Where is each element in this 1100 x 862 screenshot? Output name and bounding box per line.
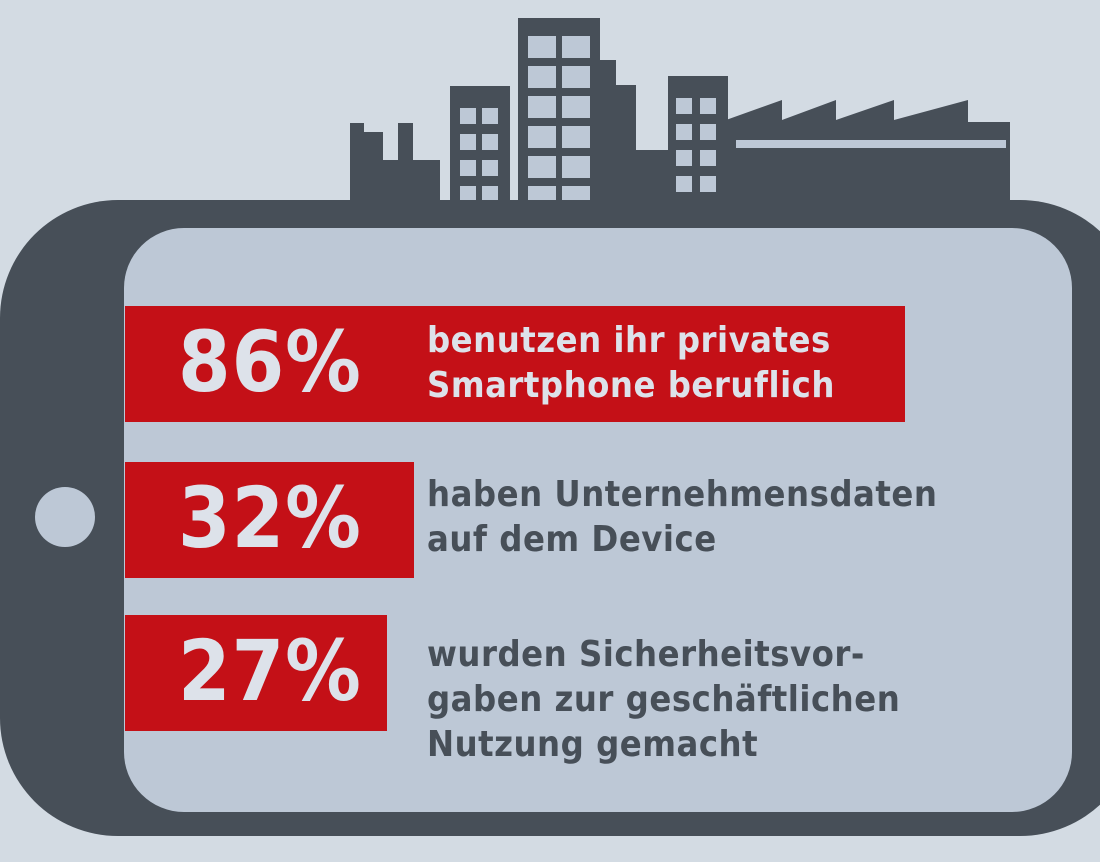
building-tower-side <box>600 60 636 210</box>
stat-bar-3 <box>125 615 387 731</box>
building-windows <box>460 36 1006 202</box>
stat-label-1-line-1: benutzen ihr privates <box>427 320 831 361</box>
home-button-icon <box>35 487 95 547</box>
stat-bar-1 <box>125 306 905 422</box>
stat-label-1-line-2: Smartphone beruflich <box>427 365 835 406</box>
stat-label-3-line-2: gaben zur geschäftlichen <box>427 679 901 720</box>
city-skyline-icon <box>350 18 1010 210</box>
stat-bar-2 <box>125 462 414 578</box>
stat-label-3-line-1: wurden Sicherheitsvor- <box>427 634 865 675</box>
stat-label-2: haben Unternehmensdaten auf dem Device <box>427 472 937 562</box>
stat-label-3: wurden Sicherheitsvor- gaben zur geschäf… <box>427 632 900 767</box>
factory-roof <box>726 100 1010 210</box>
stat-label-2-line-1: haben Unternehmensdaten <box>427 474 938 515</box>
stat-label-2-line-2: auf dem Device <box>427 519 717 560</box>
stat-value-3: 27% <box>178 622 362 720</box>
stat-label-1: benutzen ihr privates Smartphone berufli… <box>427 318 835 408</box>
building-connector <box>636 150 668 210</box>
building-left <box>450 86 510 210</box>
stat-label-3-line-3: Nutzung gemacht <box>427 724 759 765</box>
stat-value-2: 32% <box>178 469 362 567</box>
stat-value-1: 86% <box>178 313 362 411</box>
skyline-low-buildings <box>350 123 440 210</box>
